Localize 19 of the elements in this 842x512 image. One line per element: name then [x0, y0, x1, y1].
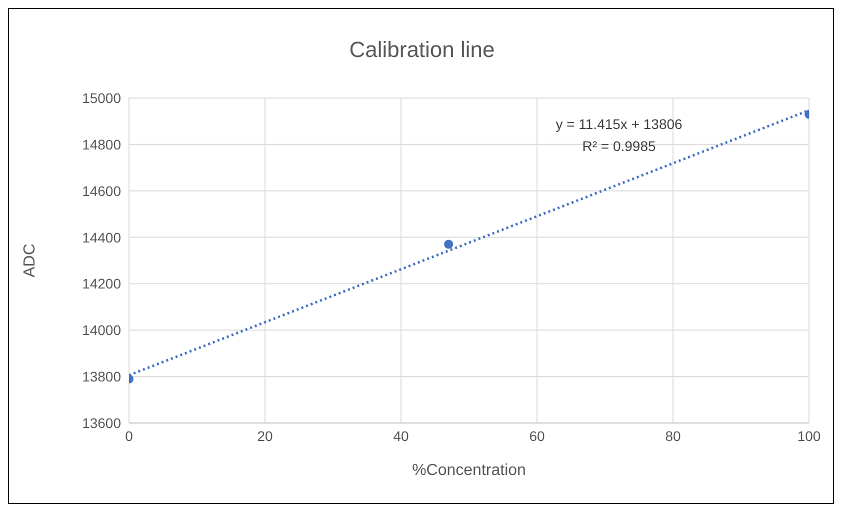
x-axis-title: %Concentration [412, 462, 526, 479]
y-tick-label: 14800 [82, 136, 122, 152]
y-tick-label: 13800 [82, 368, 122, 385]
y-tick-label: 14600 [82, 182, 122, 199]
x-tick-label: 40 [393, 428, 409, 444]
y-axis-title: ADC [22, 244, 39, 278]
x-tick-label: 60 [529, 428, 545, 444]
y-tick-label: 14200 [82, 276, 122, 292]
y-tick-label: 13600 [82, 414, 122, 431]
x-tick-label: 100 [797, 428, 821, 444]
chart-title: Calibration line [348, 37, 496, 63]
x-tick-label: 80 [665, 428, 681, 444]
y-tick-label: 14400 [82, 229, 122, 246]
x-tick-label: 0 [125, 428, 134, 444]
annotation: R² = 0.9985 [581, 137, 657, 156]
x-tick-label: 20 [257, 428, 273, 444]
annotation: y = 11.415x + 13806 [554, 115, 684, 134]
y-tick-label: 15000 [82, 90, 122, 106]
y-tick-label: 14000 [82, 322, 122, 338]
